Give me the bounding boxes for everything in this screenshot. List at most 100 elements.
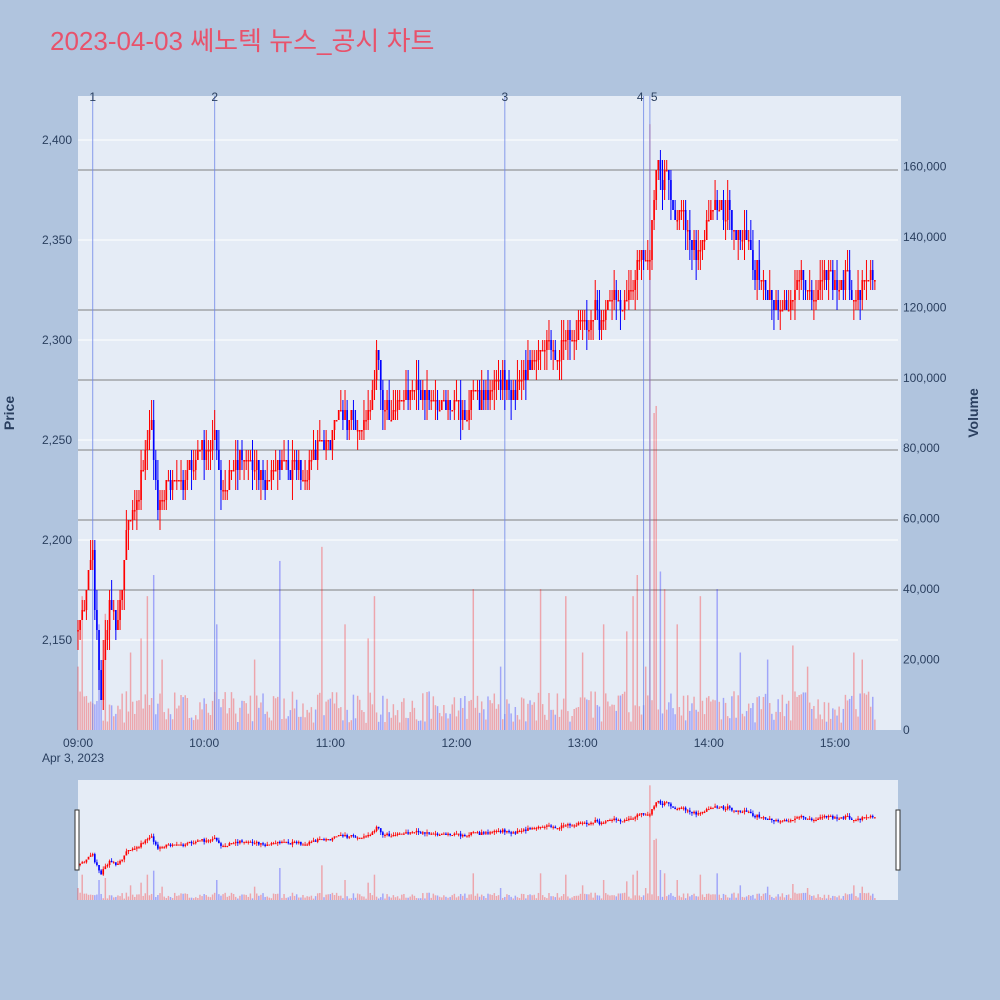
candle-body-27 [133,510,136,512]
volume-bar-144 [380,714,382,730]
slider-candle-body-202 [501,829,504,833]
volume-bar-29 [138,700,140,730]
candle-body-178 [451,410,454,412]
candle-body-301 [710,210,712,220]
slider-volume-bar-338 [787,894,790,900]
candle-body-159 [411,390,414,392]
slider-candle-body-199 [495,830,498,832]
slider-volume-bar-50 [182,893,184,900]
slider-candle-body-122 [333,836,336,838]
slider-candle-body-312 [733,810,735,812]
slider-volume-bar-378 [872,893,874,900]
slider-volume-bar-231 [562,894,565,900]
slider-candle-body-145 [382,832,384,835]
slider-volume-bar-218 [535,898,538,900]
slider-candle-body-341 [794,818,796,820]
candle-body-254 [611,300,613,302]
candle-body-287 [680,210,683,212]
candle-body-204 [506,380,508,390]
slider-volume-bar-144 [380,897,382,900]
slider-candle-body-211 [520,830,523,832]
candle-body-221 [541,350,544,352]
slider-volume-bar-367 [848,894,851,900]
slider-candle-body-267 [638,814,641,816]
volume-bar-329 [769,703,771,730]
slider-candle-body-3 [83,862,86,864]
volume-bar-5 [87,702,90,730]
candle-body-331 [773,300,775,310]
slider-volume-bar-318 [745,896,748,900]
slider-candle-body-60 [203,839,205,842]
slider-volume-bar-324 [758,893,760,900]
slider-volume-bar-134 [359,894,361,900]
slider-candle-body-224 [548,825,550,827]
candle-body-340 [792,300,794,302]
slider-volume-bar-87 [260,894,262,900]
volume-bar-76 [237,722,239,730]
candle-body-131 [352,410,355,420]
volume-bar-97 [281,719,283,730]
slider-volume-bar-143 [377,898,380,900]
range-slider[interactable] [74,780,901,900]
volume-bar-213 [525,721,527,730]
volume-bar-140 [371,704,374,730]
slider-candle-body-294 [695,811,697,815]
candle-body-273 [651,220,653,260]
slider-candle-body-271 [646,814,649,816]
candle-body-2 [81,610,84,620]
slider-candle-body-173 [440,833,443,835]
slider-candle-body-340 [792,820,794,821]
slider-candle-body-62 [207,840,210,842]
volume-bar-135 [361,710,363,730]
candle-body-185 [466,420,468,422]
slider-candle-body-192 [480,832,483,835]
slider-volume-bar-4 [85,893,88,900]
slider-volume-bar-184 [464,893,466,900]
candle-body-203 [503,370,506,390]
slider-volume-bar-234 [569,898,571,900]
candle-body-370 [855,300,857,302]
slider-volume-bar-302 [712,894,714,900]
slider-candle-body-190 [476,832,479,834]
slider-candle-body-91 [268,844,271,846]
main-plot-background [78,96,901,730]
candle-body-38 [157,480,159,510]
volume-bar-20 [119,709,121,730]
slider-candle-body-303 [714,806,716,808]
volume-bar-208 [514,707,517,730]
volume-bar-12 [102,720,104,730]
slider-volume-bar-266 [636,870,639,900]
slider-candle-body-195 [487,832,489,834]
volume-bar-177 [449,713,451,730]
slider-candle-body-363 [840,817,843,819]
volume-bar-309 [726,716,729,730]
slider-candle-body-125 [339,835,342,836]
candle-body-291 [689,230,691,240]
range-slider-right-handle[interactable] [895,809,901,871]
slider-candle-body-263 [630,818,632,820]
slider-candle-body-215 [529,828,531,830]
slider-volume-bar-117 [323,897,325,900]
slider-volume-bar-370 [855,896,857,900]
slider-volume-bar-119 [327,894,329,900]
slider-volume-bar-376 [867,892,870,900]
slider-volume-bar-191 [478,896,481,900]
slider-candle-body-38 [157,844,159,849]
volume-bar-112 [312,722,315,730]
price-axis-title: Price [1,396,17,430]
candle-body-194 [485,390,487,400]
slider-volume-bar-341 [794,892,796,900]
slider-candle-body-177 [449,833,451,835]
volume-bar-310 [729,718,731,730]
slider-candle-body-171 [436,833,439,835]
slider-volume-bar-298 [703,896,706,900]
slider-candle-body-116 [321,839,323,841]
slider-candle-body-240 [581,822,584,824]
range-slider-left-handle[interactable] [74,809,80,871]
volume-bar-225 [550,709,552,730]
candle-body-245 [592,320,594,322]
volume-bar-151 [394,715,397,730]
slider-volume-bar-154 [401,894,403,900]
volume-bar-175 [445,713,447,730]
